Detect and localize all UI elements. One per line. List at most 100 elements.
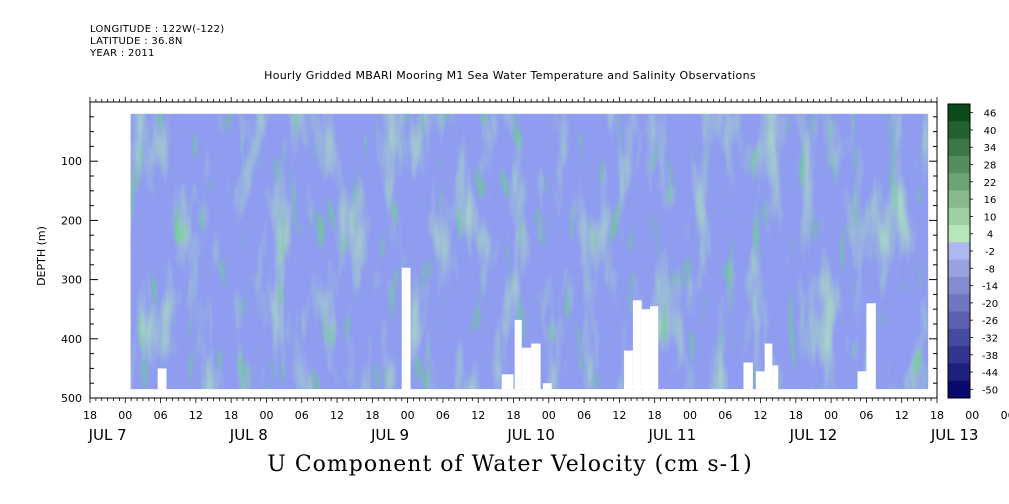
x-tick-label: 18	[83, 409, 97, 422]
x-tick-label: 00	[401, 409, 415, 422]
x-day-label: JUL 11	[648, 426, 697, 444]
x-tick-label: 18	[224, 409, 238, 422]
x-tick-label: 12	[612, 409, 626, 422]
colorbar-label: -50	[982, 385, 998, 396]
year-label: YEAR : 2011	[90, 48, 155, 59]
colorbar-label: -26	[982, 316, 998, 327]
x-day-label: JUL 12	[789, 426, 838, 444]
missing-data-gap	[531, 343, 541, 390]
x-tick-label: 06	[154, 409, 168, 422]
y-tick-label: 100	[61, 155, 82, 168]
colorbar-swatch	[948, 207, 970, 226]
x-tick-label: 18	[789, 409, 803, 422]
colorbar-label: 40	[984, 126, 997, 137]
missing-data-gap	[772, 365, 779, 390]
missing-data-gap	[632, 300, 642, 390]
colorbar-swatch	[948, 276, 970, 295]
colorbar-swatch	[948, 259, 970, 278]
heatmap-field	[130, 113, 929, 390]
x-tick-label: 06	[295, 409, 309, 422]
x-day-label: JUL 9	[370, 426, 409, 444]
missing-data-gap	[624, 350, 633, 390]
colorbar-swatch	[948, 328, 970, 347]
colorbar-swatch	[948, 311, 970, 330]
x-tick-label: 18	[365, 409, 379, 422]
missing-data-gap	[755, 371, 765, 390]
x-axis: 18 00 06 12 18 00 06 12 18 00 06 12 18 00 06 12 18 00 06 12…	[83, 398, 1009, 444]
missing-data-gap	[743, 362, 753, 390]
x-tick-label: 12	[330, 409, 344, 422]
colorbar-label: -38	[982, 351, 998, 362]
colorbar-label: -20	[982, 299, 998, 310]
x-tick-label: 06	[859, 409, 873, 422]
missing-data-gap	[501, 374, 514, 390]
y-axis-label: DEPTH (m)	[35, 226, 48, 286]
colorbar-label: -2	[985, 247, 995, 258]
x-tick-label: 18	[930, 409, 944, 422]
missing-data-gap	[157, 368, 167, 390]
colorbar-label: 16	[984, 195, 997, 206]
x-tick-label: 06	[718, 409, 732, 422]
y-tick-label: 300	[61, 274, 82, 287]
x-tick-label: 12	[189, 409, 203, 422]
missing-data-gap	[866, 303, 876, 390]
x-tick-label: 00	[259, 409, 273, 422]
missing-data-gap	[401, 267, 411, 390]
missing-data-gap	[542, 383, 552, 390]
colorbar-swatch	[948, 104, 970, 122]
colorbar-swatch	[948, 346, 970, 364]
colorbar-label: -14	[982, 282, 998, 293]
x-tick-label: 00	[824, 409, 838, 422]
y-tick-label: 400	[61, 333, 82, 346]
missing-data-gaps	[157, 267, 876, 390]
x-day-label: JUL 10	[506, 426, 555, 444]
colorbar-swatch	[948, 155, 970, 174]
x-tick-label: 00	[542, 409, 556, 422]
latitude-label: LATITUDE : 36.8N	[90, 36, 183, 47]
colorbar-label: 10	[984, 212, 997, 223]
colorbar: 46 40 34 28 22 16 10 4 -2 -8 -14 -20 -26 -32 -38 -44 -50	[947, 103, 998, 399]
x-tick-label: 00	[965, 409, 979, 422]
colorbar-swatch	[948, 225, 970, 243]
colorbar-border	[947, 103, 971, 399]
colorbar-label: 28	[984, 161, 997, 172]
colorbar-swatch	[948, 190, 970, 209]
missing-data-gap	[514, 319, 522, 390]
x-day-label: JUL 8	[229, 426, 268, 444]
colorbar-label: -32	[982, 333, 998, 344]
missing-data-gap	[649, 306, 659, 390]
colorbar-swatch	[948, 173, 970, 191]
colorbar-swatch	[948, 242, 970, 261]
colorbar-swatch	[948, 380, 970, 399]
colorbar-label: -44	[982, 368, 998, 379]
colorbar-label: 22	[984, 178, 997, 189]
y-tick-label: 200	[61, 214, 82, 227]
x-day-label: JUL 7	[88, 426, 127, 444]
missing-data-gap	[764, 343, 773, 390]
y-axis: 100 200 300 400 500	[61, 116, 937, 405]
missing-data-gap	[641, 309, 650, 390]
x-tick-label: 12	[471, 409, 485, 422]
x-tick-label: 00	[683, 409, 697, 422]
heatmap-strong-positive-band	[130, 113, 929, 390]
missing-data-gap	[857, 371, 867, 390]
x-tick-label: 00	[118, 409, 132, 422]
location-metadata: LONGITUDE : 122W(-122) LATITUDE : 36.8N …	[90, 24, 225, 60]
x-tick-label: 12	[895, 409, 909, 422]
longitude-label: LONGITUDE : 122W(-122)	[90, 24, 225, 35]
x-tick-label: 06	[577, 409, 591, 422]
x-tick-label: 18	[507, 409, 521, 422]
y-tick-label: 500	[61, 392, 82, 405]
colorbar-label: 4	[987, 230, 993, 241]
variable-label: U Component of Water Velocity (cm s-1)	[267, 452, 753, 477]
colorbar-label: 34	[984, 143, 997, 154]
x-tick-label: 06	[1001, 409, 1009, 422]
colorbar-swatch	[948, 294, 970, 313]
x-tick-label: 18	[648, 409, 662, 422]
x-tick-label: 12	[754, 409, 768, 422]
chart-title: Hourly Gridded MBARI Mooring M1 Sea Wate…	[264, 69, 756, 82]
colorbar-swatch	[948, 363, 970, 382]
x-day-label: JUL 13	[930, 426, 979, 444]
missing-data-gap	[521, 347, 532, 390]
